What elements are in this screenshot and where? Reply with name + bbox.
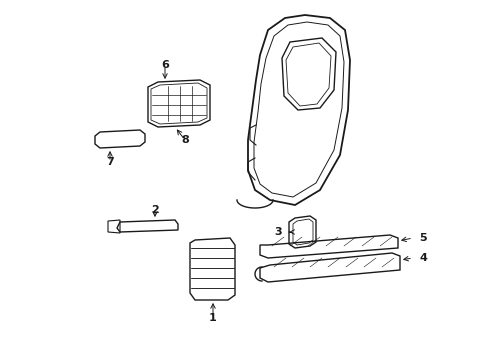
Text: 5: 5 (418, 233, 426, 243)
Text: 7: 7 (106, 157, 114, 167)
Text: 2: 2 (151, 205, 159, 215)
Text: 4: 4 (418, 253, 426, 263)
Text: 1: 1 (209, 313, 217, 323)
Text: 8: 8 (181, 135, 188, 145)
Text: 6: 6 (161, 60, 168, 70)
Text: 3: 3 (274, 227, 281, 237)
